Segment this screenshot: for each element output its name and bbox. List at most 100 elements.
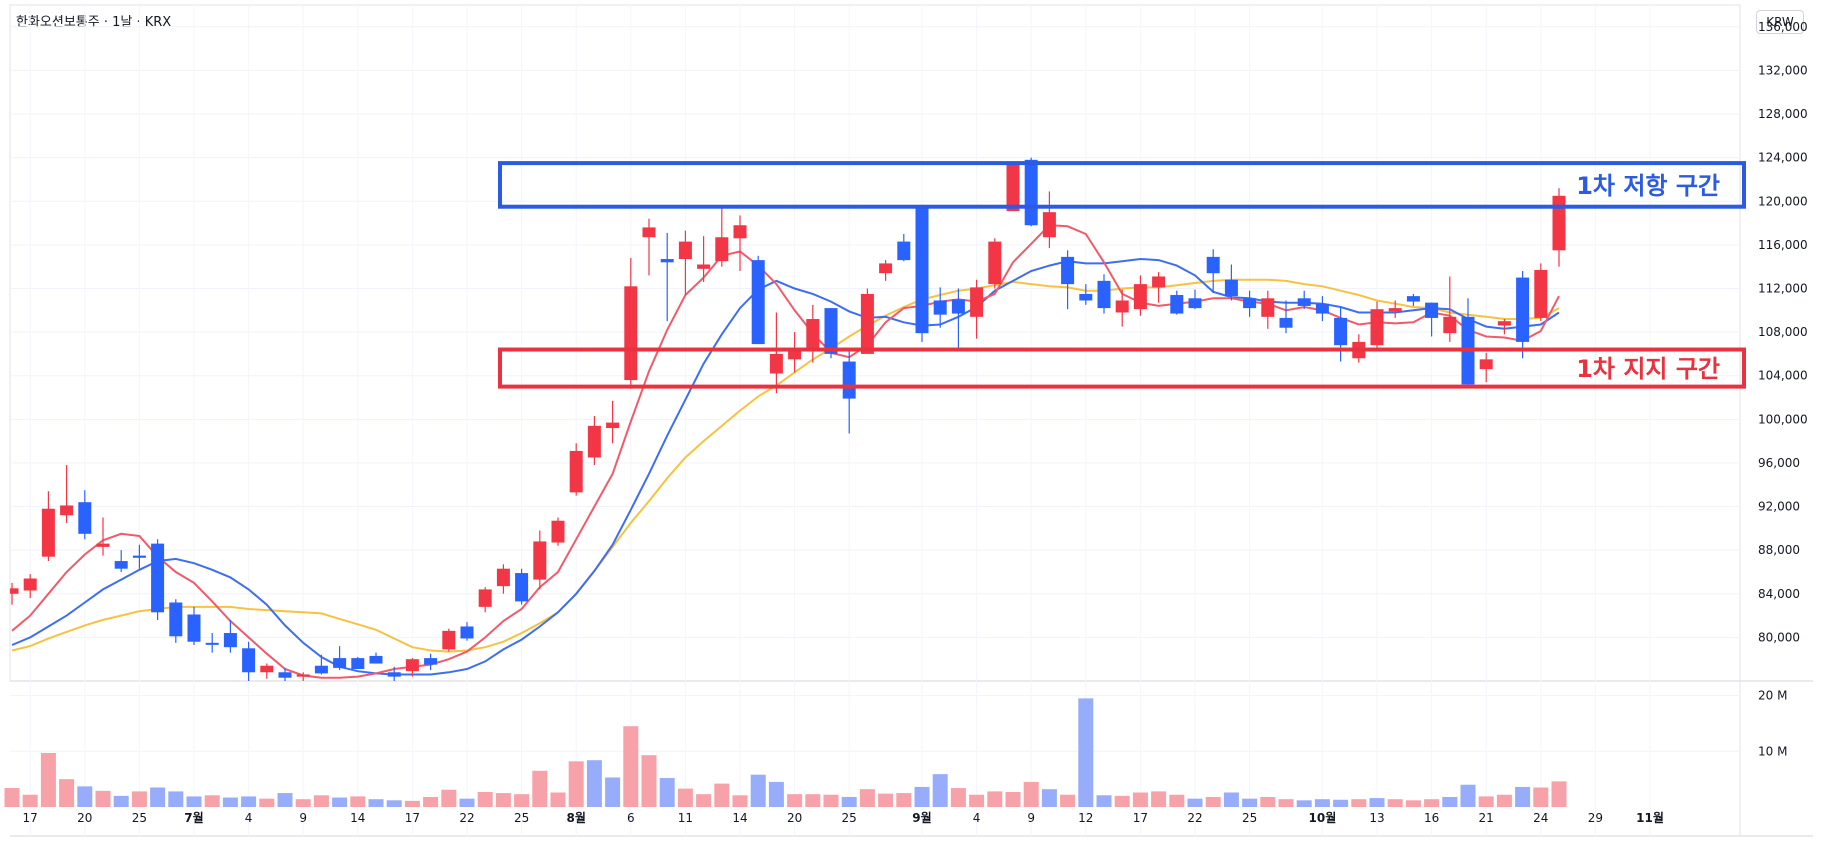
- volume-bar: [1515, 786, 1531, 807]
- volume-bar: [750, 774, 766, 807]
- y-tick-label: 108,000: [1758, 325, 1808, 339]
- x-tick-label: 14: [732, 811, 747, 825]
- candle-body: [587, 425, 601, 458]
- volume-bar: [459, 798, 475, 807]
- y-tick-label: 116,000: [1758, 238, 1808, 252]
- candle-body: [606, 422, 620, 429]
- currency-button[interactable]: KRW: [1756, 10, 1804, 34]
- y-tick-label: 136,000: [1758, 20, 1808, 34]
- candle-body: [260, 665, 274, 673]
- volume-bar: [950, 788, 966, 807]
- candle-body: [60, 505, 74, 516]
- candle-body: [205, 642, 219, 645]
- volume-bar: [350, 796, 366, 807]
- volume-bar: [896, 793, 912, 807]
- candle-body: [278, 672, 292, 678]
- candle-body: [624, 286, 638, 381]
- candle-body: [223, 633, 237, 648]
- y-tick-label: 104,000: [1758, 369, 1808, 383]
- candle-body: [788, 350, 802, 360]
- x-tick-label: 25: [1242, 811, 1257, 825]
- volume-bar: [1405, 800, 1421, 807]
- volume-bar: [1442, 796, 1458, 807]
- volume-bar: [586, 760, 602, 807]
- volume-bar: [95, 790, 111, 807]
- ma10-line: [11, 257, 1560, 676]
- volume-bar: [987, 791, 1003, 807]
- candle-body: [1224, 279, 1238, 297]
- candle-body: [1261, 298, 1275, 317]
- candle-body: [569, 450, 583, 493]
- volume-bar: [1387, 799, 1403, 807]
- y-tick-label: 84,000: [1758, 587, 1800, 601]
- volume-bar: [623, 726, 639, 807]
- resistance-zone-label: 1차 저항 구간: [1576, 172, 1720, 200]
- support-zone-box: [498, 347, 1746, 389]
- volume-bar: [241, 796, 257, 807]
- volume-bar: [1041, 789, 1057, 807]
- volume-bar: [1351, 799, 1367, 807]
- x-tick-label: 7월: [184, 810, 203, 825]
- volume-bar: [677, 788, 693, 807]
- x-tick-label: 13: [1369, 811, 1384, 825]
- y-tick-label: 120,000: [1758, 194, 1808, 208]
- volume-bar: [168, 791, 184, 807]
- volume-bar: [40, 752, 56, 807]
- candle-body: [10, 588, 19, 594]
- volume-bar: [1296, 800, 1312, 807]
- price-series-group: [10, 157, 1566, 681]
- candle-body: [1152, 276, 1166, 288]
- volume-tick-label: 20 M: [1758, 689, 1787, 703]
- candle-body: [806, 319, 820, 349]
- volume-bar: [514, 794, 530, 807]
- volume-bar: [714, 783, 730, 807]
- candle-body: [842, 361, 856, 399]
- candle-body: [933, 300, 947, 315]
- volume-bar: [204, 795, 220, 807]
- candle-body: [23, 578, 37, 591]
- volume-bar: [1205, 796, 1221, 807]
- volume-bar: [313, 795, 329, 807]
- candle-body: [333, 658, 347, 668]
- volume-bar: [59, 779, 75, 807]
- y-tick-label: 112,000: [1758, 281, 1808, 295]
- candle-body: [478, 589, 492, 607]
- volume-bar: [1023, 781, 1039, 807]
- volume-bar: [259, 798, 275, 807]
- candle-body: [41, 508, 55, 557]
- candle-body: [1479, 359, 1493, 370]
- volume-bar: [1060, 794, 1076, 807]
- y-tick-label: 88,000: [1758, 543, 1800, 557]
- candle-body: [769, 353, 783, 374]
- candle-body: [242, 648, 256, 673]
- candle-body: [1534, 269, 1548, 318]
- x-tick-label: 6: [627, 811, 635, 825]
- candle-body: [1334, 317, 1348, 346]
- volume-bar: [113, 795, 129, 807]
- volume-bar: [1314, 799, 1330, 807]
- volume-bar: [150, 787, 166, 807]
- volume-bar: [386, 800, 402, 807]
- volume-bar: [787, 794, 803, 807]
- y-tick-label: 132,000: [1758, 63, 1808, 77]
- candle-body: [405, 659, 419, 672]
- volume-bar: [932, 774, 948, 807]
- candle-body: [1243, 298, 1257, 309]
- candle-body: [860, 293, 874, 354]
- candle-body: [1188, 298, 1202, 309]
- candle-body: [1061, 256, 1075, 285]
- candle-body: [1516, 277, 1530, 342]
- volume-bar: [659, 778, 675, 807]
- candle-body: [369, 655, 383, 664]
- x-tick-label: 21: [1479, 811, 1494, 825]
- candle-body: [1315, 303, 1329, 314]
- candle-body: [351, 658, 365, 670]
- candle-body: [697, 264, 711, 269]
- volume-bar: [1533, 787, 1549, 807]
- candle-body: [1170, 295, 1184, 314]
- volume-bar: [1551, 781, 1567, 807]
- volume-bar: [441, 789, 457, 807]
- x-tick-label: 4: [245, 811, 253, 825]
- volume-bar: [1333, 799, 1349, 807]
